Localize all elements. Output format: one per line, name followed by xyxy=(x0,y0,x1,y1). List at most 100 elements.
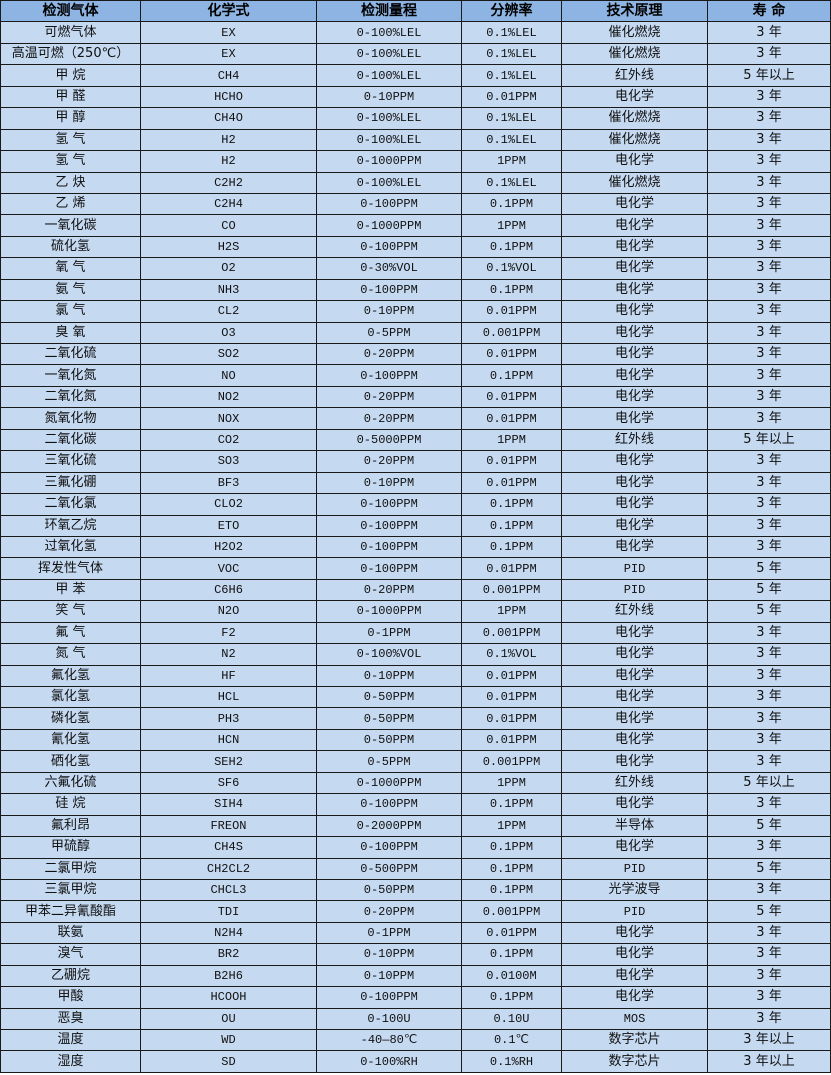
principle-cell: 电化学 xyxy=(561,278,708,302)
lifespan-cell: 3 年 xyxy=(707,1007,831,1031)
lifespan-cell: 3 年 xyxy=(707,878,831,902)
principle-cell: 电化学 xyxy=(561,514,708,537)
formula-cell: CH2CL2 xyxy=(140,857,317,880)
formula-cell: HF xyxy=(140,664,317,688)
formula-cell: OU xyxy=(140,1007,317,1031)
principle-cell: PID xyxy=(561,557,708,580)
range-cell: 0-10PPM xyxy=(316,964,462,988)
table-row: 氰化氢 HCN 0-50PPM 0.01PPM 电化学 3 年 xyxy=(0,728,831,752)
principle-cell: 催化燃烧 xyxy=(561,128,708,152)
lifespan-cell: 3 年 xyxy=(707,471,831,495)
table-row: 笑 气 N2O 0-1000PPM 1PPM 红外线 5 年 xyxy=(0,600,831,623)
formula-cell: H2S xyxy=(140,235,317,259)
table-row: 三氟化硼 BF3 0-10PPM 0.01PPM 电化学 3 年 xyxy=(0,471,831,495)
gas-name-cell: 氯 气 xyxy=(0,300,141,323)
resolution-cell: 0.1%LEL xyxy=(461,171,562,194)
gas-name-cell: 二氧化氯 xyxy=(0,493,141,516)
resolution-cell: 0.01PPM xyxy=(461,300,562,323)
resolution-cell: 0.1%LEL xyxy=(461,128,562,152)
gas-name-cell: 一氧化碳 xyxy=(0,214,141,237)
principle-cell: 电化学 xyxy=(561,342,708,366)
formula-cell: H2 xyxy=(140,128,317,152)
principle-cell: 电化学 xyxy=(561,535,708,559)
gas-name-cell: 三氧化硫 xyxy=(0,450,141,473)
table-row: 可燃气体 EX 0-100%LEL 0.1%LEL 催化燃烧 3 年 xyxy=(0,21,831,44)
gas-name-cell: 二氧化碳 xyxy=(0,428,141,452)
gas-name-cell: 氢 气 xyxy=(0,150,141,173)
principle-cell: 电化学 xyxy=(561,685,708,709)
gas-name-cell: 氢 气 xyxy=(0,128,141,152)
lifespan-cell: 3 年 xyxy=(707,214,831,237)
range-cell: 0-1000PPM xyxy=(316,214,462,237)
formula-cell: O2 xyxy=(140,257,317,280)
gas-name-cell: 高温可燃（250℃） xyxy=(0,42,141,66)
resolution-cell: 1PPM xyxy=(461,771,562,795)
gas-name-cell: 甲 醇 xyxy=(0,107,141,130)
table-row: 乙 烯 C2H4 0-100PPM 0.1PPM 电化学 3 年 xyxy=(0,192,831,216)
gas-name-cell: 硅 烷 xyxy=(0,793,141,816)
gas-name-cell: 二氯甲烷 xyxy=(0,857,141,880)
table-row: 甲酸 HCOOH 0-100PPM 0.1PPM 电化学 3 年 xyxy=(0,986,831,1009)
resolution-cell: 0.01PPM xyxy=(461,450,562,473)
range-cell: 0-5PPM xyxy=(316,321,462,345)
formula-cell: EX xyxy=(140,42,317,66)
principle-cell: 电化学 xyxy=(561,707,708,730)
lifespan-cell: 3 年 xyxy=(707,42,831,66)
resolution-cell: 0.001PPM xyxy=(461,321,562,345)
table-row: 过氧化氢 H2O2 0-100PPM 0.1PPM 电化学 3 年 xyxy=(0,535,831,559)
resolution-cell: 0.10U xyxy=(461,1007,562,1031)
formula-cell: PH3 xyxy=(140,707,317,730)
range-cell: 0-20PPM xyxy=(316,385,462,409)
table-row: 湿度 SD 0-100%RH 0.1%RH 数字芯片 3 年以上 xyxy=(0,1050,831,1073)
resolution-cell: 1PPM xyxy=(461,600,562,623)
table-row: 恶臭 OU 0-100U 0.10U MOS 3 年 xyxy=(0,1007,831,1031)
range-cell: 0-1000PPM xyxy=(316,771,462,795)
table-row: 氢 气 H2 0-1000PPM 1PPM 电化学 3 年 xyxy=(0,150,831,173)
lifespan-cell: 3 年 xyxy=(707,964,831,988)
principle-cell: PID xyxy=(561,578,708,602)
principle-cell: 电化学 xyxy=(561,728,708,752)
formula-cell: HCHO xyxy=(140,85,317,109)
resolution-cell: 1PPM xyxy=(461,150,562,173)
lifespan-cell: 3 年 xyxy=(707,85,831,109)
header-formula: 化学式 xyxy=(140,0,317,23)
range-cell: 0-10PPM xyxy=(316,300,462,323)
gas-name-cell: 溴气 xyxy=(0,943,141,966)
range-cell: 0-50PPM xyxy=(316,685,462,709)
lifespan-cell: 3 年以上 xyxy=(707,1050,831,1073)
lifespan-cell: 3 年 xyxy=(707,21,831,44)
lifespan-cell: 3 年 xyxy=(707,750,831,773)
table-row: 一氧化碳 CO 0-1000PPM 1PPM 电化学 3 年 xyxy=(0,214,831,237)
formula-cell: BF3 xyxy=(140,471,317,495)
table-row: 氮氧化物 NOX 0-20PPM 0.01PPM 电化学 3 年 xyxy=(0,407,831,430)
principle-cell: MOS xyxy=(561,1007,708,1031)
table-row: 氮 气 N2 0-100%VOL 0.1%VOL 电化学 3 年 xyxy=(0,643,831,666)
principle-cell: 电化学 xyxy=(561,385,708,409)
lifespan-cell: 3 年 xyxy=(707,707,831,730)
gas-name-cell: 三氟化硼 xyxy=(0,471,141,495)
resolution-cell: 0.001PPM xyxy=(461,750,562,773)
lifespan-cell: 3 年 xyxy=(707,150,831,173)
formula-cell: N2O xyxy=(140,600,317,623)
lifespan-cell: 5 年 xyxy=(707,578,831,602)
table-row: 挥发性气体 VOC 0-100PPM 0.01PPM PID 5 年 xyxy=(0,557,831,580)
principle-cell: 红外线 xyxy=(561,771,708,795)
formula-cell: SO3 xyxy=(140,450,317,473)
formula-cell: O3 xyxy=(140,321,317,345)
range-cell: 0-50PPM xyxy=(316,728,462,752)
header-gas: 检测气体 xyxy=(0,0,141,23)
formula-cell: HCOOH xyxy=(140,986,317,1009)
gas-name-cell: 温度 xyxy=(0,1028,141,1052)
resolution-cell: 0.1PPM xyxy=(461,986,562,1009)
table-row: 三氯甲烷 CHCL3 0-50PPM 0.1PPM 光学波导 3 年 xyxy=(0,878,831,902)
principle-cell: 电化学 xyxy=(561,493,708,516)
lifespan-cell: 3 年 xyxy=(707,514,831,537)
table-row: 温度 WD -40—80℃ 0.1℃ 数字芯片 3 年以上 xyxy=(0,1028,831,1052)
gas-name-cell: 氮 气 xyxy=(0,643,141,666)
table-row: 乙 炔 C2H2 0-100%LEL 0.1%LEL 催化燃烧 3 年 xyxy=(0,171,831,194)
resolution-cell: 1PPM xyxy=(461,214,562,237)
range-cell: 0-20PPM xyxy=(316,578,462,602)
table-row: 氯 气 CL2 0-10PPM 0.01PPM 电化学 3 年 xyxy=(0,300,831,323)
range-cell: 0-1PPM xyxy=(316,921,462,945)
